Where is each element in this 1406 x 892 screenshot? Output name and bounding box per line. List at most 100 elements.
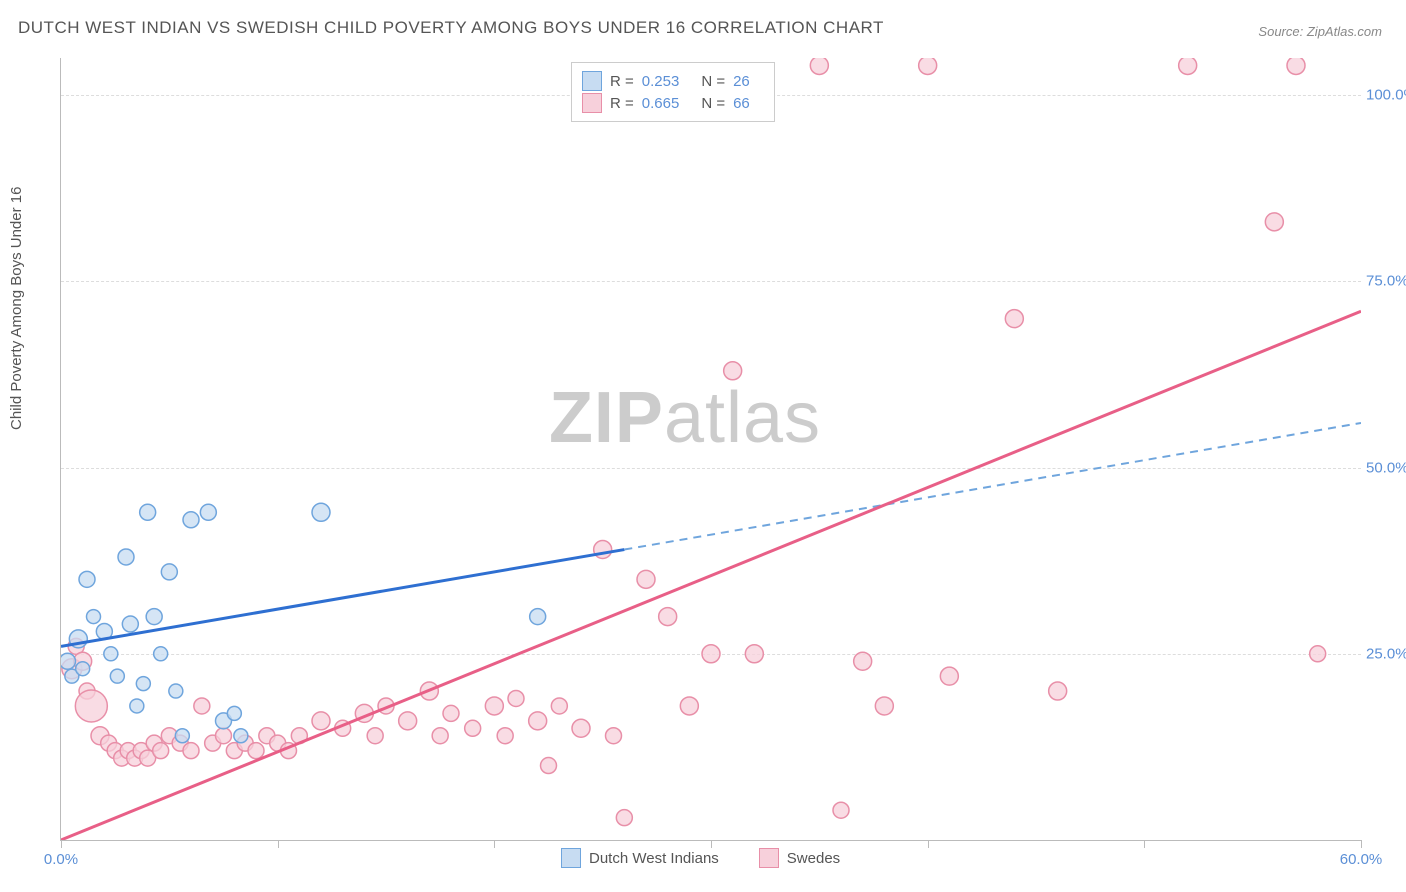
scatter-point xyxy=(130,699,144,713)
y-tick-label: 75.0% xyxy=(1366,273,1406,290)
scatter-point xyxy=(200,504,216,520)
scatter-point xyxy=(367,728,383,744)
chart-title: DUTCH WEST INDIAN VS SWEDISH CHILD POVER… xyxy=(18,18,884,38)
scatter-point xyxy=(940,667,958,685)
scatter-point xyxy=(1287,58,1305,74)
scatter-point xyxy=(153,743,169,759)
scatter-point xyxy=(61,653,76,669)
source-label: Source: xyxy=(1258,24,1303,39)
scatter-point xyxy=(497,728,513,744)
r-label: R = xyxy=(610,73,634,90)
scatter-point xyxy=(183,743,199,759)
scatter-point xyxy=(1265,213,1283,231)
r-label: R = xyxy=(610,95,634,112)
legend-item-series1: Dutch West Indians xyxy=(561,848,719,868)
scatter-point xyxy=(216,728,232,744)
x-tick xyxy=(278,840,279,848)
scatter-point xyxy=(875,697,893,715)
scatter-point xyxy=(312,712,330,730)
y-tick-label: 50.0% xyxy=(1366,459,1406,476)
scatter-point xyxy=(508,690,524,706)
x-tick xyxy=(1361,840,1362,848)
legend-row-series2: R = 0.665 N = 66 xyxy=(582,93,764,113)
legend-item-series2: Swedes xyxy=(759,848,840,868)
scatter-point xyxy=(485,697,503,715)
x-tick xyxy=(61,840,62,848)
n-label: N = xyxy=(701,73,725,90)
scatter-point xyxy=(194,698,210,714)
x-tick xyxy=(711,840,712,848)
chart-plot-area: ZIPatlas R = 0.253 N = 26 R = 0.665 N = … xyxy=(60,58,1361,841)
scatter-point xyxy=(104,647,118,661)
scatter-point xyxy=(616,810,632,826)
n-value-series2: 66 xyxy=(733,95,750,112)
scatter-point xyxy=(606,728,622,744)
scatter-point xyxy=(227,706,241,720)
scatter-point xyxy=(432,728,448,744)
scatter-point xyxy=(1310,646,1326,662)
scatter-point xyxy=(76,662,90,676)
y-axis-label: Child Poverty Among Boys Under 16 xyxy=(8,187,25,430)
x-tick-label: 0.0% xyxy=(44,851,78,868)
source-link[interactable]: ZipAtlas.com xyxy=(1307,24,1382,39)
scatter-point xyxy=(110,669,124,683)
scatter-point xyxy=(169,684,183,698)
x-tick xyxy=(1144,840,1145,848)
trendline-series1-dashed xyxy=(624,423,1361,550)
n-label: N = xyxy=(701,95,725,112)
scatter-point xyxy=(1005,310,1023,328)
scatter-point xyxy=(118,549,134,565)
n-value-series1: 26 xyxy=(733,73,750,90)
scatter-point xyxy=(75,690,107,722)
scatter-point xyxy=(183,512,199,528)
source-attribution: Source: ZipAtlas.com xyxy=(1258,24,1382,39)
scatter-point xyxy=(745,645,763,663)
scatter-point xyxy=(810,58,828,74)
scatter-point xyxy=(399,712,417,730)
scatter-point xyxy=(79,571,95,587)
scatter-point xyxy=(122,616,138,632)
scatter-point xyxy=(161,564,177,580)
scatter-point xyxy=(919,58,937,74)
x-tick-label: 60.0% xyxy=(1340,851,1383,868)
scatter-point xyxy=(680,697,698,715)
scatter-point xyxy=(465,720,481,736)
series-legend: Dutch West Indians Swedes xyxy=(561,848,840,868)
x-tick xyxy=(928,840,929,848)
legend-swatch-series2 xyxy=(582,93,602,113)
scatter-point xyxy=(248,743,264,759)
scatter-point xyxy=(140,504,156,520)
scatter-point xyxy=(833,802,849,818)
legend-label-series2: Swedes xyxy=(787,850,840,867)
scatter-point xyxy=(551,698,567,714)
y-tick-label: 100.0% xyxy=(1366,87,1406,104)
legend-swatch-bottom-2 xyxy=(759,848,779,868)
scatter-point xyxy=(443,705,459,721)
scatter-point xyxy=(530,609,546,625)
scatter-point xyxy=(659,608,677,626)
scatter-point xyxy=(146,609,162,625)
scatter-point xyxy=(1049,682,1067,700)
legend-swatch-series1 xyxy=(582,71,602,91)
scatter-point xyxy=(87,610,101,624)
y-tick-label: 25.0% xyxy=(1366,645,1406,662)
scatter-point xyxy=(175,729,189,743)
scatter-point xyxy=(637,570,655,588)
legend-row-series1: R = 0.253 N = 26 xyxy=(582,71,764,91)
r-value-series2: 0.665 xyxy=(642,95,680,112)
r-value-series1: 0.253 xyxy=(642,73,680,90)
scatter-point xyxy=(854,652,872,670)
trendline-series1-solid xyxy=(61,550,624,647)
scatter-point xyxy=(136,677,150,691)
trendline-series2 xyxy=(61,311,1361,840)
x-tick xyxy=(494,840,495,848)
legend-label-series1: Dutch West Indians xyxy=(589,850,719,867)
scatter-point xyxy=(541,758,557,774)
scatter-point xyxy=(154,647,168,661)
scatter-point xyxy=(724,362,742,380)
scatter-point xyxy=(702,645,720,663)
scatter-point xyxy=(312,503,330,521)
scatter-point xyxy=(572,719,590,737)
scatter-point xyxy=(234,729,248,743)
scatter-point xyxy=(529,712,547,730)
